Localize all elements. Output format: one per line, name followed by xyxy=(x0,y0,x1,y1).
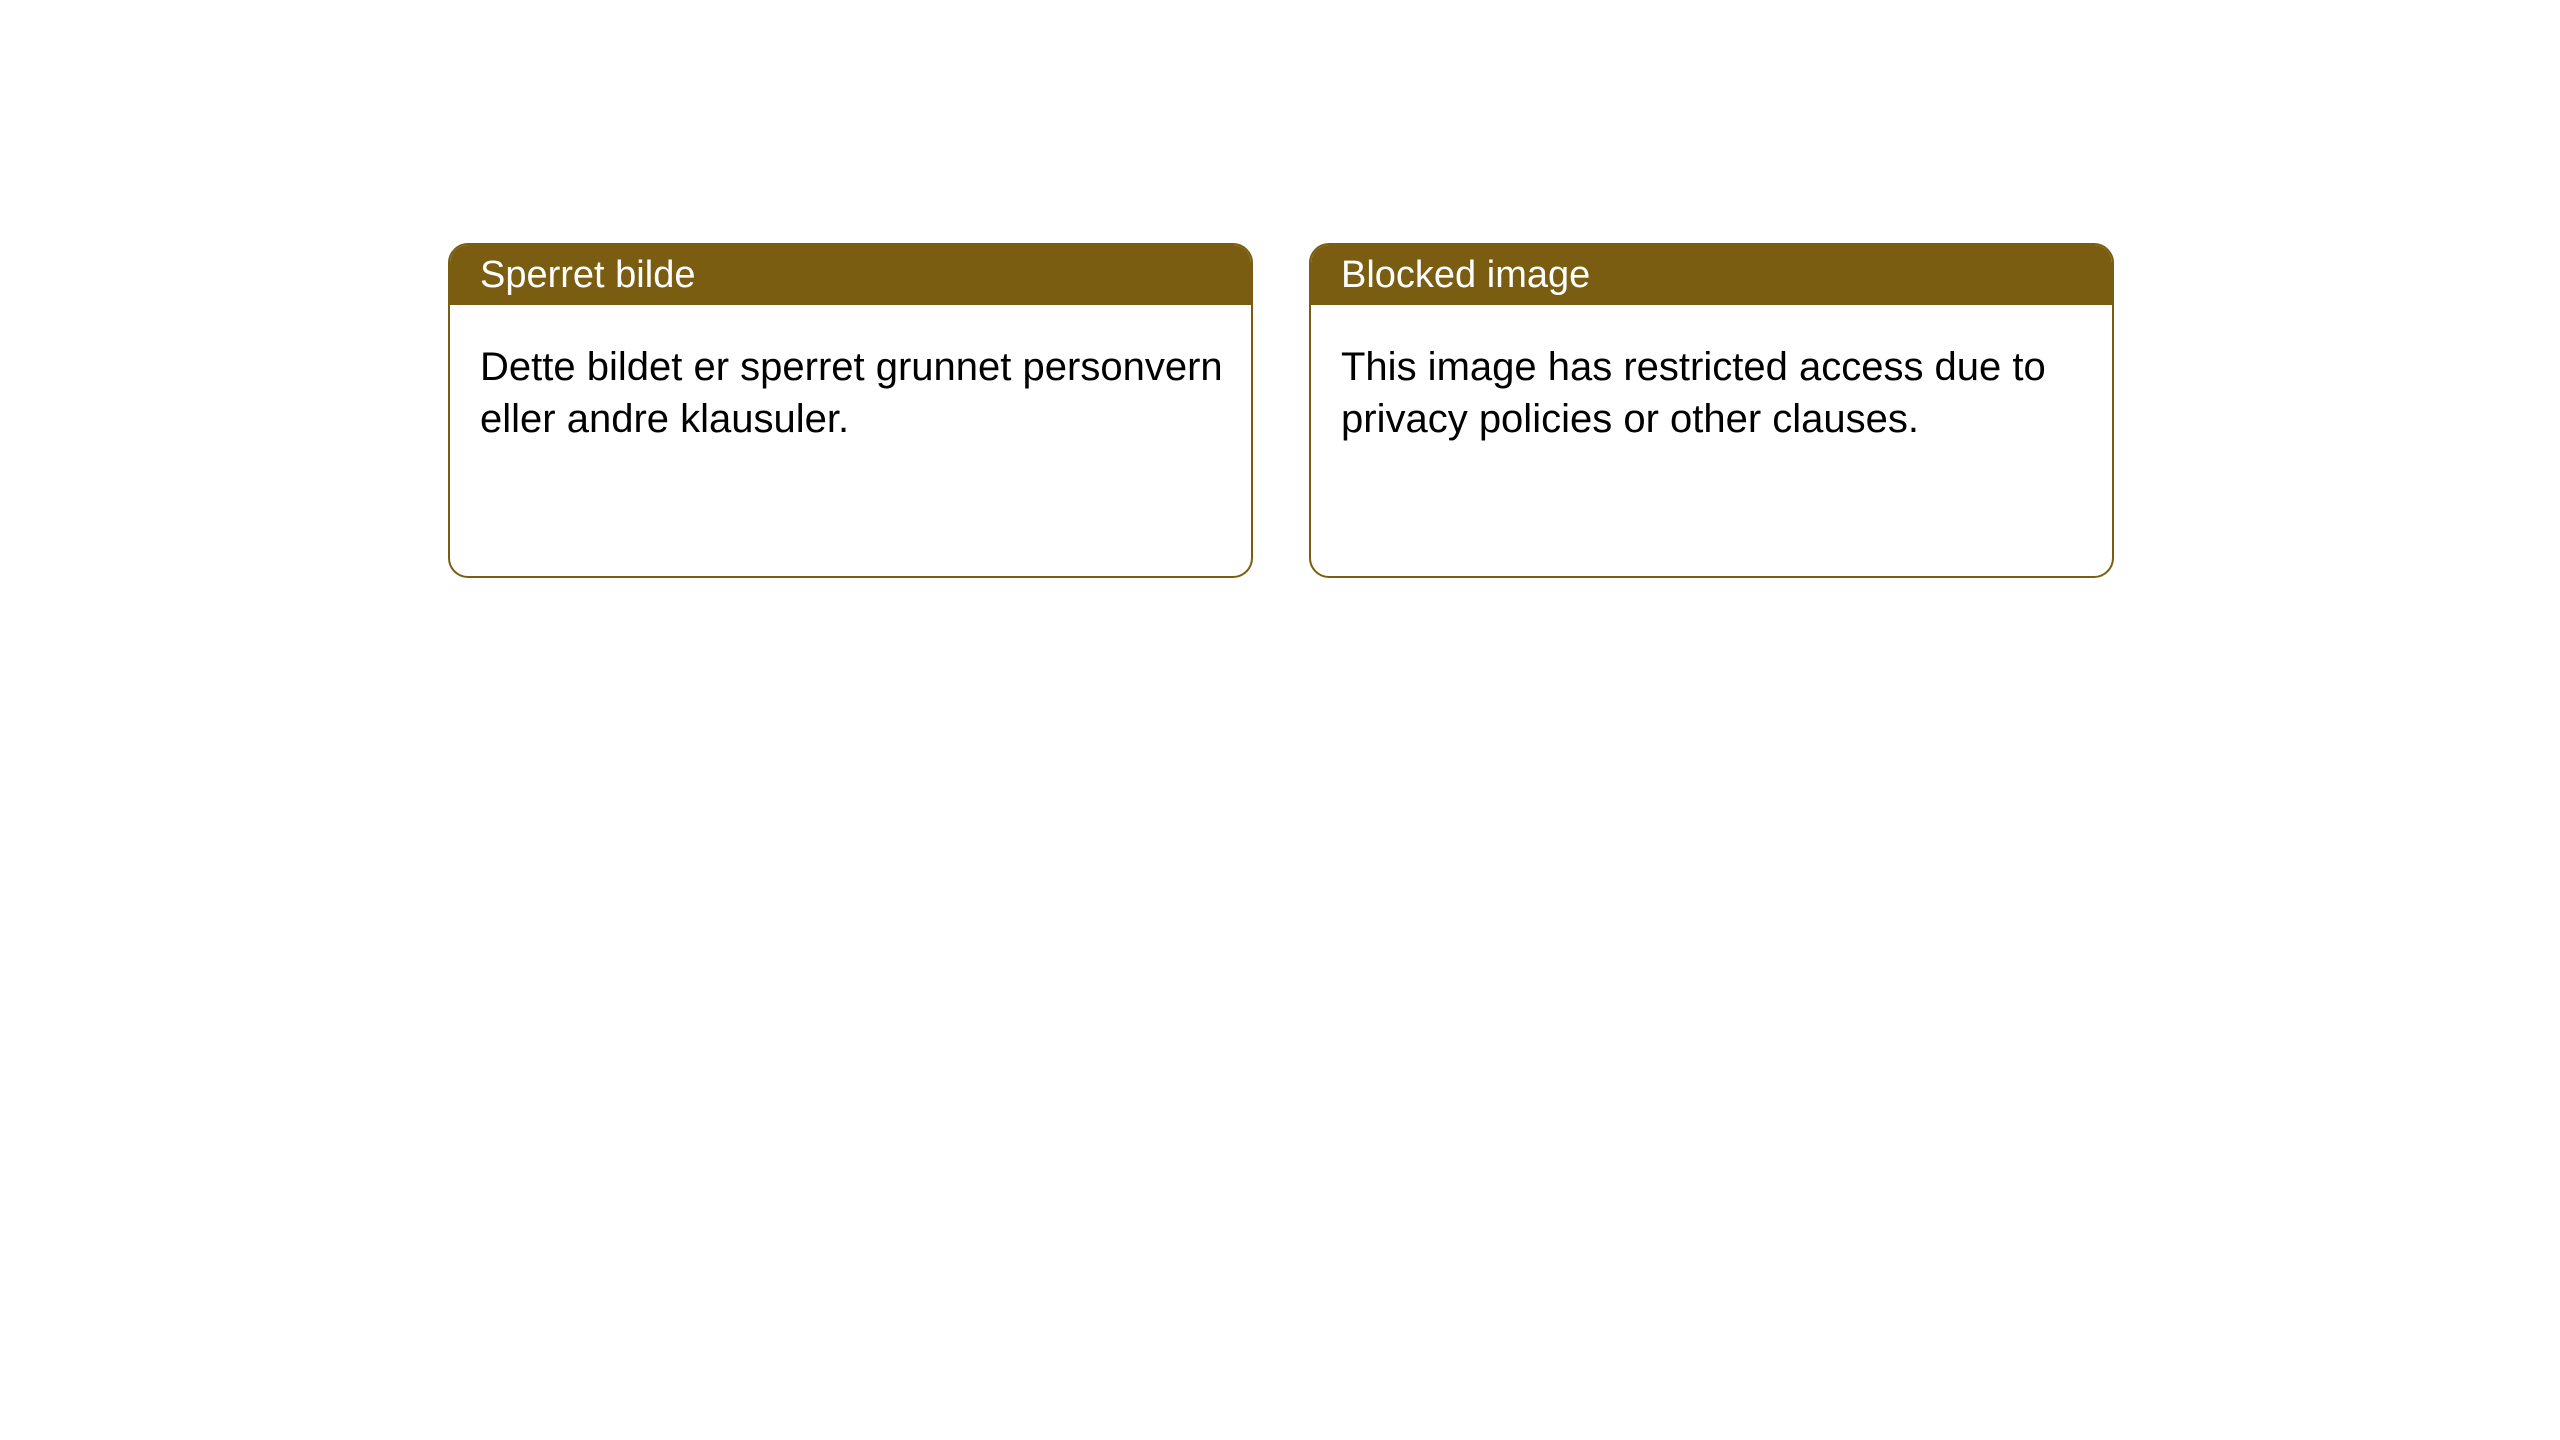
blocked-image-card-en: Blocked image This image has restricted … xyxy=(1309,243,2114,578)
card-title: Sperret bilde xyxy=(480,254,695,297)
cards-container: Sperret bilde Dette bildet er sperret gr… xyxy=(0,0,2560,578)
card-title: Blocked image xyxy=(1341,254,1590,297)
card-message: This image has restricted access due to … xyxy=(1341,345,2046,441)
blocked-image-card-no: Sperret bilde Dette bildet er sperret gr… xyxy=(448,243,1253,578)
card-header: Sperret bilde xyxy=(450,245,1251,305)
card-message: Dette bildet er sperret grunnet personve… xyxy=(480,345,1223,441)
card-header: Blocked image xyxy=(1311,245,2112,305)
card-body: This image has restricted access due to … xyxy=(1311,305,2112,473)
card-body: Dette bildet er sperret grunnet personve… xyxy=(450,305,1251,473)
